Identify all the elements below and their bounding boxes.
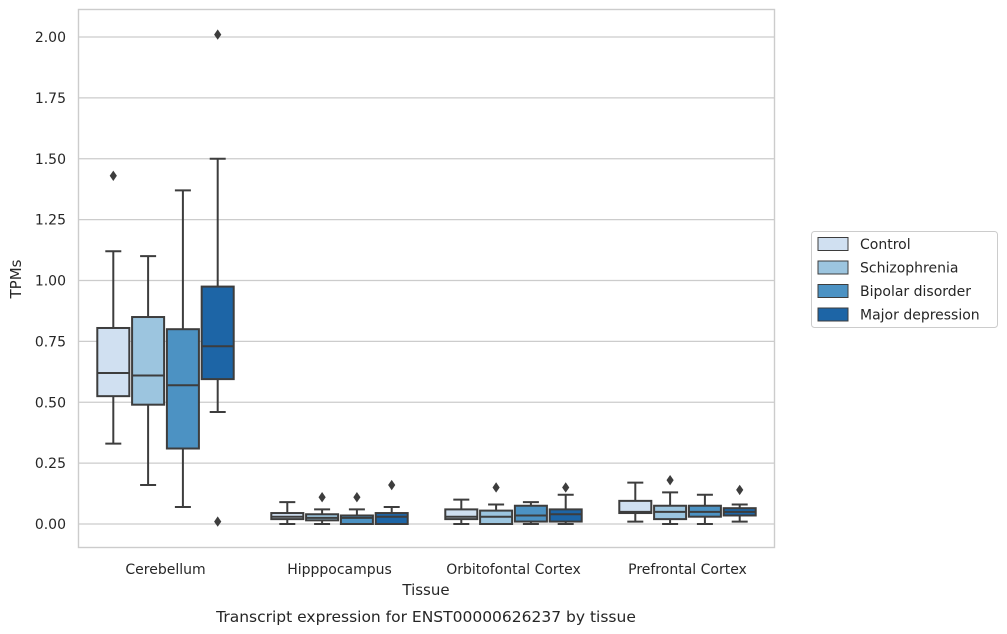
series-3-boxes xyxy=(200,29,757,527)
series-2-boxes xyxy=(165,189,722,525)
legend-swatch xyxy=(817,237,849,251)
series-1-boxes xyxy=(131,255,688,526)
outlier-point xyxy=(736,484,744,496)
iqr-box xyxy=(374,512,409,525)
outlier-point xyxy=(666,474,674,486)
box-prefrontal-cortex-2 xyxy=(687,493,722,525)
y-tick-label: 1.25 xyxy=(35,213,66,229)
iqr-box xyxy=(200,285,235,381)
legend-label: Schizophrenia xyxy=(860,261,958,277)
boxes xyxy=(96,29,757,527)
legend-swatch xyxy=(817,260,849,275)
y-tick-labels: 0.00 0.25 0.50 0.75 1.00 1.25 1.50 1.75 2.00 xyxy=(35,30,66,533)
box-cerebellum-0 xyxy=(96,170,131,445)
y-tick-label: 0.00 xyxy=(35,517,66,533)
box-prefrontal-cortex-3 xyxy=(722,484,757,523)
y-tick-label: 1.50 xyxy=(35,152,66,168)
box-orbitofontal-cortex-3 xyxy=(548,482,583,525)
x-tick-labels: Cerebellum Hipppocampus Orbitofontal Corte… xyxy=(125,562,746,578)
legend-swatch xyxy=(817,284,849,298)
y-axis-label: TPMs xyxy=(7,259,25,299)
box-orbitofontal-cortex-2 xyxy=(513,501,548,525)
outlier-point xyxy=(214,516,222,527)
iqr-box xyxy=(618,499,653,515)
legend-label: Major depression xyxy=(860,308,980,324)
legend-item: Major depression xyxy=(817,307,980,324)
x-tick-label: Cerebellum xyxy=(125,562,205,578)
iqr-box xyxy=(131,316,166,406)
box-hipppocampus-0 xyxy=(270,501,305,525)
chart-caption: Transcript expression for ENST0000062623… xyxy=(215,608,636,626)
iqr-box xyxy=(96,326,131,398)
iqr-box xyxy=(165,328,200,450)
outlier-point xyxy=(562,482,570,493)
legend-item: Control xyxy=(817,237,911,253)
box-orbitofontal-cortex-0 xyxy=(444,498,479,525)
outlier-point xyxy=(353,492,361,503)
outlier-point xyxy=(388,479,396,491)
box-prefrontal-cortex-0 xyxy=(618,481,653,523)
legend-label: Bipolar disorder xyxy=(860,284,971,300)
x-tick-label: Orbitofontal Cortex xyxy=(446,562,581,578)
legend: Control Schizophrenia Bipolar disorder Majo… xyxy=(811,231,998,328)
box-cerebellum-1 xyxy=(131,255,166,487)
y-tick-label: 0.50 xyxy=(35,395,66,411)
legend-swatch xyxy=(817,307,849,322)
legend-items: Control Schizophrenia Bipolar disorder Majo… xyxy=(817,237,980,324)
iqr-box xyxy=(513,504,548,523)
legend-frame xyxy=(811,231,998,328)
iqr-box xyxy=(339,514,374,525)
legend-item: Schizophrenia xyxy=(817,260,958,277)
outlier-point xyxy=(492,482,500,493)
outlier-point xyxy=(318,492,326,503)
outlier-point xyxy=(109,170,117,181)
y-tick-label: 1.75 xyxy=(35,91,66,107)
y-tick-label: 2.00 xyxy=(35,30,66,46)
y-tick-label: 1.00 xyxy=(35,274,66,290)
box-prefrontal-cortex-1 xyxy=(653,474,688,525)
plot-area-frame xyxy=(77,8,776,549)
x-axis-label: Tissue xyxy=(401,581,449,599)
y-tick-label: 0.75 xyxy=(35,334,66,350)
iqr-box xyxy=(548,508,583,523)
y-tick-label: 0.25 xyxy=(35,456,66,472)
box-hipppocampus-3 xyxy=(374,479,409,525)
box-hipppocampus-2 xyxy=(339,492,374,525)
box-cerebellum-2 xyxy=(165,189,200,508)
box-orbitofontal-cortex-1 xyxy=(479,482,514,526)
legend-label: Control xyxy=(860,237,911,253)
legend-item: Bipolar disorder xyxy=(817,284,971,300)
x-tick-label: Hipppocampus xyxy=(287,562,392,578)
box-cerebellum-3 xyxy=(200,29,235,527)
series-0-boxes xyxy=(96,170,653,525)
box-hipppocampus-1 xyxy=(305,492,340,525)
x-tick-label: Prefrontal Cortex xyxy=(628,562,747,578)
iqr-box xyxy=(444,508,479,521)
outlier-point xyxy=(214,29,222,40)
